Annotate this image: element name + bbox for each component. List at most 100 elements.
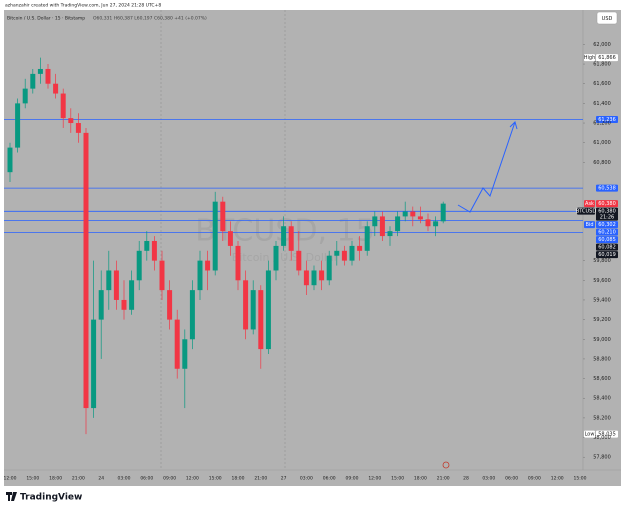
candle-body [402, 211, 408, 217]
price-badge [596, 430, 618, 438]
candle-body [296, 250, 302, 271]
price-badge-label: 60,082 [598, 245, 616, 251]
candle-body [22, 88, 28, 104]
currency-box[interactable] [596, 11, 618, 25]
y-tick-label: 61,200 [593, 121, 611, 127]
x-tick-label: 15:00 [391, 476, 404, 482]
y-tick-label: 59,000 [593, 337, 611, 343]
candle-body [197, 260, 203, 291]
x-tick-label: 03:00 [300, 476, 313, 482]
candle-body [265, 270, 271, 350]
x-tick-label: 21:00 [437, 476, 450, 482]
candle-body [334, 250, 340, 256]
price-badge [596, 243, 618, 251]
candle-body [205, 260, 211, 271]
price-badge-label: 60,210 [598, 230, 616, 236]
x-tick-label: 21:00 [72, 476, 85, 482]
candle-body [410, 211, 416, 217]
candle-body [7, 147, 13, 173]
candle-body [45, 68, 51, 84]
candle-body [220, 201, 226, 232]
ohlc-line: O60,331 H60,387 L60,197 C60,380 +41 (+0.… [93, 16, 207, 22]
price-badge [596, 236, 618, 244]
price-badge-label: 58,035 [598, 432, 616, 438]
candle-body [129, 280, 135, 310]
candle-body [37, 68, 43, 74]
candle-body [121, 299, 127, 310]
candle-body [136, 250, 142, 281]
candle-body [60, 93, 66, 119]
y-tick-label: 61,400 [593, 101, 611, 107]
candle-body [151, 240, 157, 261]
x-tick-label: 21:00 [254, 476, 267, 482]
price-badge-name-box [584, 200, 595, 208]
symbol-line: Bitcoin / U.S. Dollar · 15 · Bitstamp [7, 16, 85, 22]
price-badge-name: Ask [585, 201, 594, 207]
candle-body [30, 73, 36, 89]
candle-body [227, 231, 233, 246]
y-tick-label: 57,800 [593, 455, 611, 461]
price-badge-label: 61,236 [598, 117, 616, 123]
candle-body [326, 255, 332, 281]
event-icon[interactable] [442, 461, 450, 469]
candle-body [417, 216, 423, 220]
candle-body [311, 270, 317, 286]
candle-body [243, 280, 249, 330]
y-tick-label: 61,600 [593, 81, 611, 87]
y-tick-label: 58,000 [593, 435, 611, 441]
x-tick-label: 12:00 [368, 476, 381, 482]
candle-body [98, 290, 104, 320]
arrow-head [509, 121, 518, 130]
price-badge-name: Bid [586, 222, 594, 228]
candle-body [174, 319, 180, 369]
x-tick-label: 27 [281, 476, 287, 482]
chart-background [4, 10, 621, 486]
candle-body [235, 245, 241, 281]
candle-body [281, 226, 287, 246]
candle-body [433, 221, 439, 227]
candle-body [303, 270, 309, 286]
candle-body [167, 290, 173, 320]
x-tick-label: 18:00 [49, 476, 62, 482]
candle-body [273, 245, 279, 271]
candle-body [341, 250, 347, 261]
candle-body [68, 118, 74, 124]
y-tick-label: 58,800 [593, 356, 611, 362]
candle-body [144, 240, 150, 251]
candle-body [75, 123, 81, 133]
watermark-sub: Bitcoin / U.S. Dollar [232, 251, 339, 264]
price-badge-name-box [584, 221, 595, 229]
price-badge-name: BTCUSD [576, 209, 597, 215]
candle-body [15, 103, 21, 148]
price-badge [596, 221, 618, 229]
candle-body [113, 270, 119, 300]
y-tick-label: 59,200 [593, 317, 611, 323]
price-badge [596, 251, 618, 259]
x-tick-label: 06:00 [140, 476, 153, 482]
price-badge-label: 61,866 [598, 55, 616, 61]
price-badge-name-box [584, 430, 595, 438]
candle-body [53, 83, 59, 94]
y-tick-label: 59,600 [593, 278, 611, 284]
candle-body [372, 216, 378, 227]
price-badge-name-box [584, 54, 595, 62]
price-badge [596, 115, 618, 123]
x-tick-label: 09:00 [528, 476, 541, 482]
price-badge-name: High [584, 55, 596, 61]
author-line: azhanzahir created with TradingView.com,… [5, 3, 161, 9]
y-tick-label: 58,200 [593, 415, 611, 421]
plot [4, 44, 618, 458]
x-tick-label: 09:00 [346, 476, 359, 482]
y-tick-label: 61,800 [593, 62, 611, 68]
x-tick-label: 24 [98, 476, 104, 482]
candle-body [258, 290, 264, 350]
currency[interactable]: USD [602, 16, 613, 22]
x-tick-label: 15:00 [26, 476, 39, 482]
candle-body [357, 245, 363, 251]
price-badge-label: 60,380 [598, 209, 616, 215]
candle-body [189, 290, 195, 340]
candle-body [182, 339, 188, 369]
y-tick-label: 58,600 [593, 376, 611, 382]
x-tick-label: 06:00 [323, 476, 336, 482]
